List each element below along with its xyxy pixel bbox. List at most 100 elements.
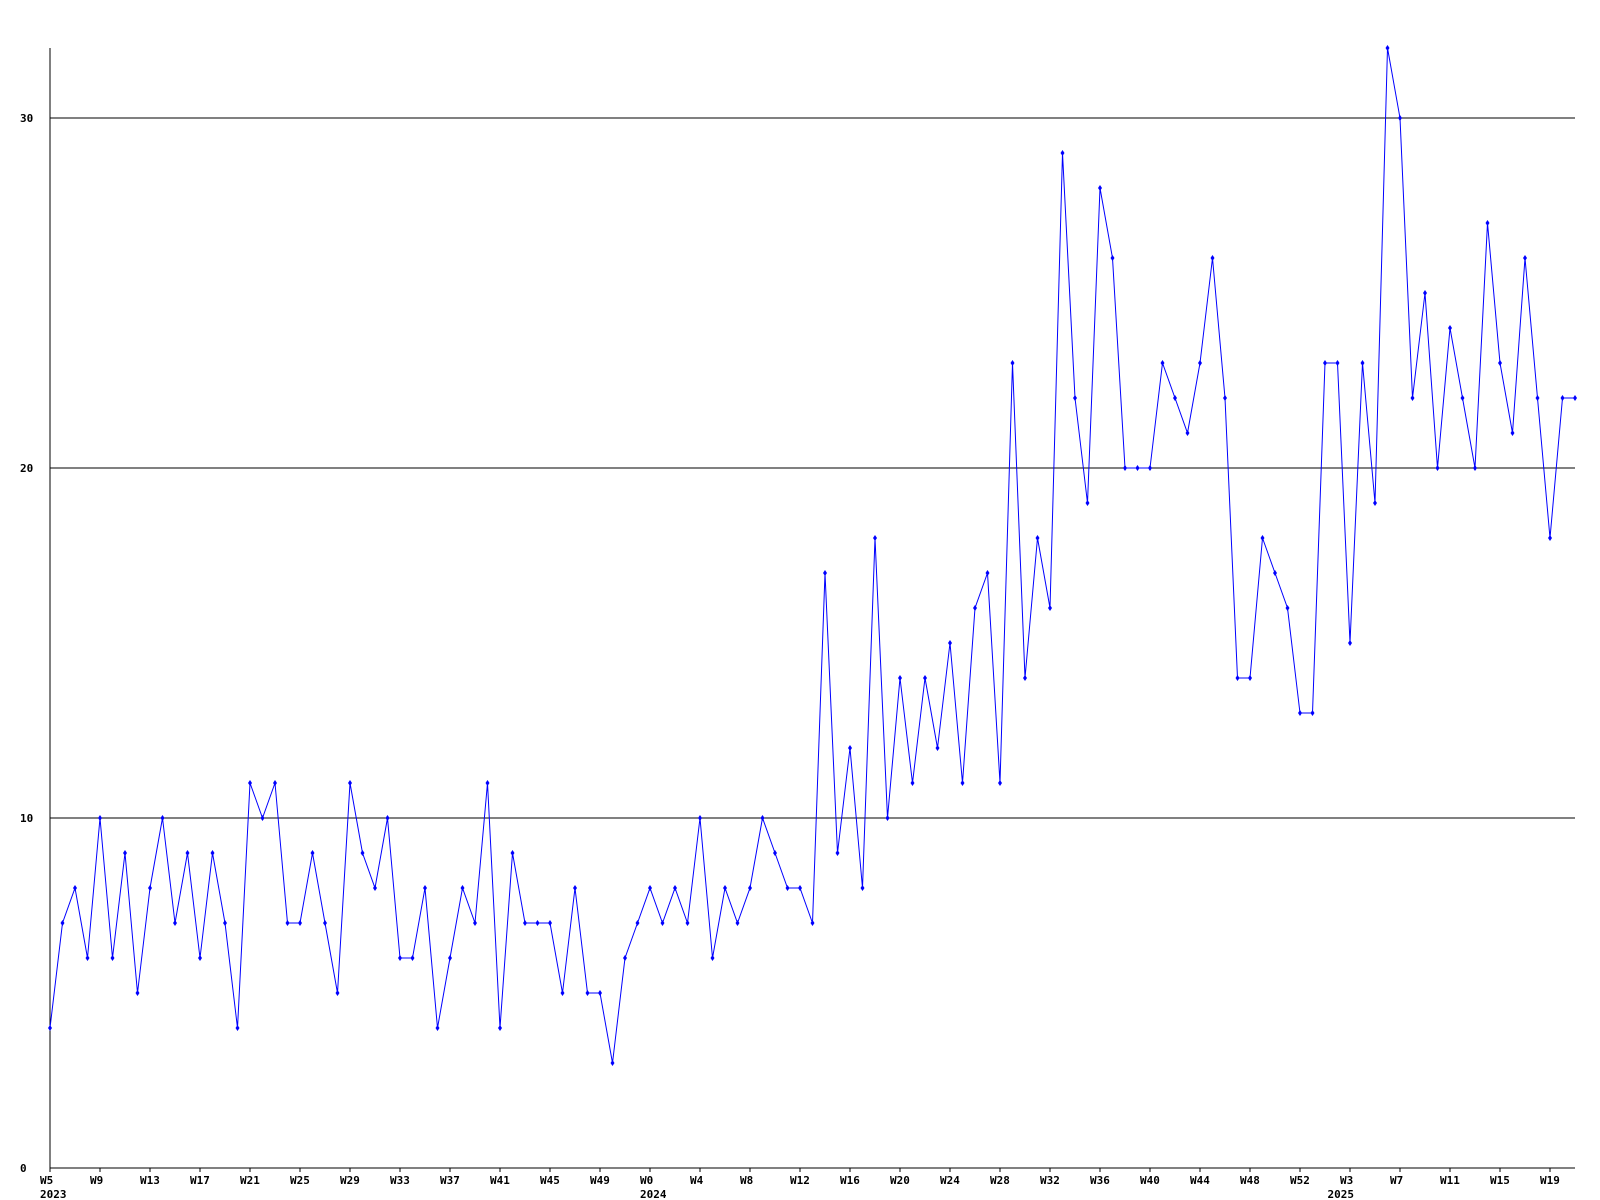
- point: [873, 535, 877, 541]
- point: [285, 920, 290, 926]
- point: [1360, 360, 1365, 366]
- point: [1435, 465, 1440, 471]
- point: [1185, 430, 1190, 436]
- point: [385, 815, 390, 821]
- point: [1498, 360, 1502, 366]
- x-tick-label: W48: [1240, 1174, 1260, 1187]
- point: [298, 920, 302, 926]
- point: [235, 1025, 240, 1031]
- point: [1210, 255, 1215, 261]
- y-tick-label: 0: [20, 1162, 27, 1175]
- point: [148, 885, 152, 891]
- point: [1473, 465, 1477, 471]
- point: [1348, 640, 1352, 646]
- point: [1298, 710, 1302, 716]
- x-tick-label: W12: [790, 1174, 810, 1187]
- point: [523, 920, 527, 926]
- point: [198, 955, 202, 961]
- x-tick-label: W52: [1290, 1174, 1310, 1187]
- x-tick-label: W15: [1490, 1174, 1510, 1187]
- point: [1310, 710, 1315, 716]
- point: [773, 850, 777, 856]
- point: [60, 920, 65, 926]
- x-tick-label: W7: [1390, 1174, 1403, 1187]
- point: [1448, 325, 1452, 331]
- point: [960, 780, 965, 786]
- point: [623, 955, 627, 961]
- point: [585, 990, 590, 996]
- point: [998, 780, 1002, 786]
- point: [1460, 395, 1465, 401]
- point: [273, 780, 277, 786]
- point: [723, 885, 727, 891]
- point: [735, 920, 740, 926]
- point: [898, 675, 902, 681]
- point: [435, 1025, 440, 1031]
- x-tick-label: W19: [1540, 1174, 1560, 1187]
- point: [1510, 430, 1515, 436]
- point: [1385, 45, 1390, 51]
- x-tick-label: W8: [740, 1174, 753, 1187]
- x-tick-label: W29: [340, 1174, 360, 1187]
- x-tick-label: W3: [1340, 1174, 1353, 1187]
- x-tick-label: W21: [240, 1174, 260, 1187]
- x-tick-label: W37: [440, 1174, 460, 1187]
- point: [448, 955, 452, 961]
- point: [410, 955, 415, 961]
- year-label: 2024: [640, 1188, 667, 1200]
- point: [323, 920, 327, 926]
- point: [1023, 675, 1027, 681]
- point: [85, 955, 90, 961]
- point: [1173, 395, 1177, 401]
- point: [248, 780, 252, 786]
- point: [1423, 290, 1427, 296]
- x-tick-label: W45: [540, 1174, 560, 1187]
- point: [1123, 465, 1127, 471]
- x-tick-label: W24: [940, 1174, 960, 1187]
- point: [123, 850, 127, 856]
- point: [1073, 395, 1077, 401]
- point: [510, 850, 515, 856]
- x-tick-label: W16: [840, 1174, 860, 1187]
- point: [398, 955, 402, 961]
- point: [835, 850, 840, 856]
- point: [210, 850, 215, 856]
- point: [1010, 360, 1015, 366]
- point: [223, 920, 227, 926]
- point: [173, 920, 177, 926]
- point: [498, 1025, 502, 1031]
- point: [1148, 465, 1152, 471]
- point: [535, 920, 540, 926]
- point: [985, 570, 990, 576]
- point: [698, 815, 702, 821]
- point: [573, 885, 577, 891]
- x-tick-label: W32: [1040, 1174, 1060, 1187]
- point: [1135, 465, 1140, 471]
- point: [1410, 395, 1415, 401]
- point: [1335, 360, 1340, 366]
- point: [98, 815, 102, 821]
- point: [935, 745, 940, 751]
- x-tick-label: W36: [1090, 1174, 1110, 1187]
- point: [335, 990, 340, 996]
- y-tick-label: 30: [20, 112, 33, 125]
- x-tick-label: W13: [140, 1174, 160, 1187]
- point: [423, 885, 427, 891]
- x-tick-label: W44: [1190, 1174, 1210, 1187]
- point: [923, 675, 927, 681]
- point: [785, 885, 790, 891]
- point: [1285, 605, 1290, 611]
- point: [1060, 150, 1065, 156]
- point: [185, 850, 190, 856]
- point: [598, 990, 602, 996]
- point: [860, 885, 865, 891]
- point: [1273, 570, 1277, 576]
- point: [673, 885, 677, 891]
- point: [1560, 395, 1565, 401]
- point: [1048, 605, 1052, 611]
- point: [560, 990, 565, 996]
- point: [748, 885, 752, 891]
- point: [110, 955, 115, 961]
- point: [48, 1025, 52, 1031]
